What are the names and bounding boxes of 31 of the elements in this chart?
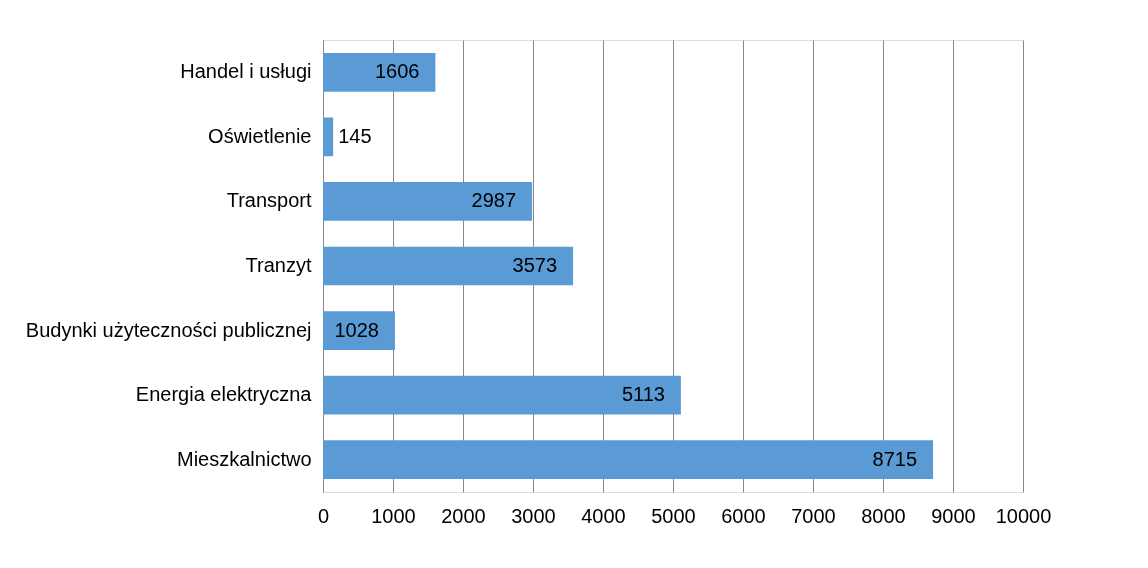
y-tick-label: Mieszkalnictwo [177, 447, 312, 470]
bar [323, 182, 533, 221]
x-tick-label: 4000 [581, 504, 626, 527]
x-tick-label: 6000 [721, 504, 766, 527]
data-label: 1028 [334, 318, 379, 341]
x-tick-label: 0 [317, 504, 330, 527]
bar [323, 52, 436, 92]
data-label: 1606 [374, 60, 420, 83]
y-tick-label: Transport [226, 189, 312, 212]
data-label: 5113 [621, 383, 665, 406]
data-label: 3573 [512, 254, 558, 276]
x-tick-label: 5000 [651, 504, 696, 527]
bar [323, 375, 681, 415]
x-tick-label: 2000 [441, 504, 486, 527]
x-tick-label: 8000 [861, 504, 906, 527]
bar [323, 440, 934, 480]
data-label: 145 [338, 124, 372, 147]
bar [323, 246, 574, 286]
x-tick-label: 9000 [931, 504, 976, 527]
y-tick-label: Oświetlenie [208, 124, 312, 147]
bar [323, 117, 334, 157]
x-tick-label: 7000 [791, 504, 836, 527]
data-label: 2987 [471, 189, 517, 212]
y-tick-label: Handel i usługi [180, 60, 312, 83]
x-tick-label: 10000 [995, 504, 1052, 527]
y-tick-label: Budynki użyteczności publicznej [25, 318, 312, 341]
y-tick-label: Tranzyt [245, 254, 312, 276]
x-tick-label: 1000 [371, 504, 416, 527]
y-tick-label: Energia elektryczna [135, 383, 313, 406]
x-tick-label: 3000 [511, 504, 556, 527]
data-label: 8715 [872, 447, 918, 470]
